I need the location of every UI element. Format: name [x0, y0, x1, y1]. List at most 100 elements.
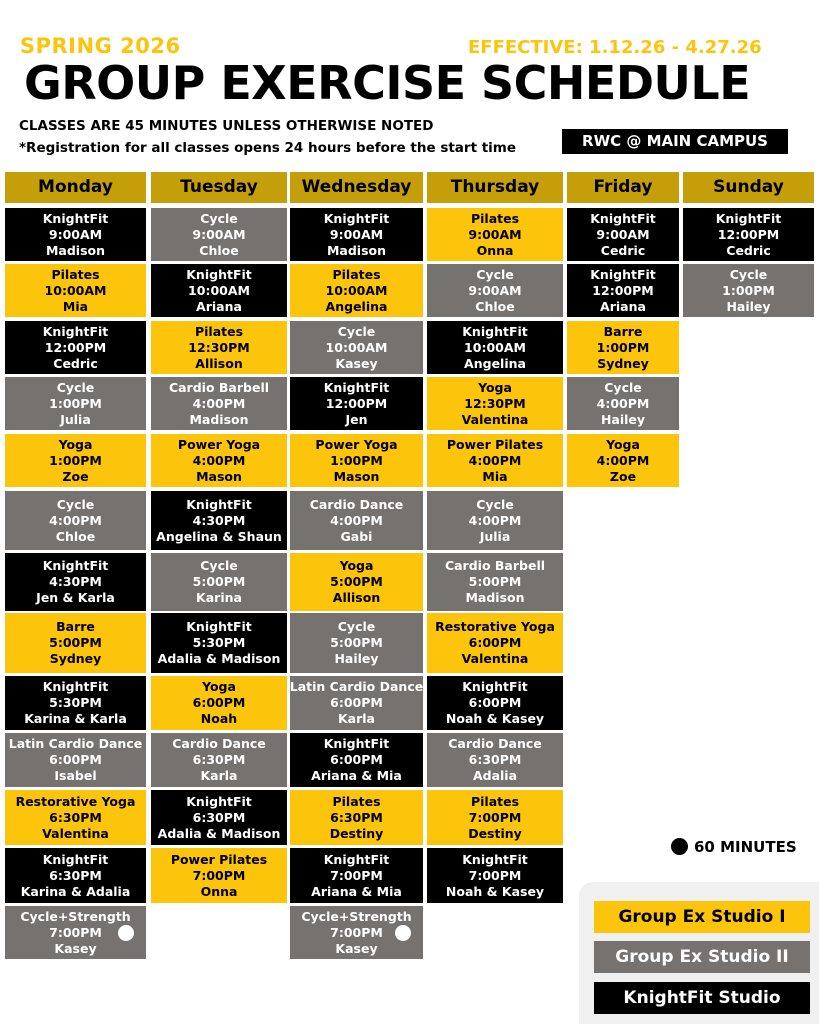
class-name: Cardio Barbell	[444, 558, 546, 573]
class-time: 7:00PM	[192, 867, 246, 883]
class-instructor: Hailey	[334, 651, 379, 666]
class-instructor: Karina	[196, 590, 242, 605]
class-name: Cycle+Strength	[20, 908, 131, 924]
class-time: 1:00PM	[596, 339, 650, 355]
effective-dates: EFFECTIVE: 1.12.26 - 4.27.26	[468, 37, 762, 58]
sixty-minute-dot-icon	[671, 838, 688, 855]
class-cell: Yoga 12:30PM Valentina	[427, 377, 563, 430]
class-time: 9:00AM	[329, 226, 384, 242]
class-cell: Latin Cardio Dance 6:00PM Karla	[290, 676, 423, 730]
class-instructor: Gabi	[340, 528, 373, 544]
page-title: GROUP EXERCISE SCHEDULE	[24, 56, 751, 110]
class-time: 7:00PM	[330, 924, 383, 940]
class-name: Power Pilates	[170, 851, 268, 867]
class-instructor: Karla	[200, 768, 238, 783]
sixty-minute-dot-icon	[118, 924, 134, 941]
class-name: KnightFit	[186, 619, 252, 634]
class-instructor: Jen & Karla	[36, 590, 115, 605]
class-cell: KnightFit 9:00AM Madison	[5, 208, 146, 261]
class-cell: Cycle 4:00PM Julia	[427, 491, 563, 550]
class-time: 10:00AM	[188, 282, 250, 298]
class-instructor: Hailey	[726, 298, 771, 314]
class-time: 12:30PM	[464, 395, 526, 411]
class-name: Latin Cardio Dance	[289, 679, 424, 694]
class-name: Pilates	[470, 793, 520, 809]
class-time: 7:00PM	[330, 867, 383, 883]
class-cell: KnightFit 7:00PM Noah & Kasey	[427, 848, 563, 903]
class-instructor: Isabel	[54, 768, 97, 783]
class-time: 5:00PM	[330, 635, 383, 650]
class-instructor: Madison	[45, 242, 106, 258]
class-time: 9:00AM	[468, 226, 522, 242]
class-time: 5:00PM	[330, 574, 383, 589]
class-name: Cardio Barbell	[168, 379, 270, 395]
class-cell: Cardio Dance 6:30PM Adalia	[427, 733, 563, 787]
class-name: Pilates	[332, 266, 381, 282]
class-name: Cycle	[337, 323, 376, 339]
class-name: KnightFit	[42, 851, 109, 867]
class-name: KnightFit	[186, 496, 252, 512]
class-instructor: Noah	[200, 711, 238, 726]
class-instructor: Kasey	[335, 940, 378, 956]
class-instructor: Destiny	[329, 825, 384, 841]
class-instructor: Karina & Karla	[24, 711, 127, 726]
class-instructor: Adalia & Madison	[157, 825, 281, 841]
class-instructor: Chloe	[55, 528, 96, 544]
class-instructor: Valentina	[461, 411, 529, 427]
class-time: 5:00PM	[192, 574, 246, 589]
class-instructor: Hailey	[600, 411, 646, 427]
class-instructor: Sydney	[597, 355, 649, 371]
class-name: Cycle	[604, 379, 642, 395]
duration-note: CLASSES ARE 45 MINUTES UNLESS OTHERWISE …	[19, 118, 434, 134]
class-name: Cardio Dance	[172, 736, 266, 751]
class-cell: Pilates 10:00AM Angelina	[290, 264, 423, 317]
class-time: 6:30PM	[192, 809, 246, 825]
class-time: 5:30PM	[49, 695, 102, 710]
class-name: Cycle	[729, 266, 768, 282]
class-instructor: Chloe	[199, 242, 239, 258]
class-cell: KnightFit 7:00PM Ariana & Mia	[290, 848, 423, 903]
class-instructor: Zoe	[609, 468, 637, 484]
class-name: KnightFit	[323, 210, 390, 226]
class-cell: Power Pilates 7:00PM Onna	[151, 848, 287, 903]
class-name: Barre	[603, 323, 643, 339]
class-instructor: Madison	[465, 590, 525, 605]
class-instructor: Madison	[326, 242, 387, 258]
class-name: KnightFit	[462, 323, 528, 339]
class-cell: Cycle 4:00PM Hailey	[567, 377, 679, 430]
class-cell: Pilates 10:00AM Mia	[5, 264, 146, 317]
class-time: 4:00PM	[596, 395, 650, 411]
class-cell: Cycle 5:00PM Karina	[151, 553, 287, 611]
class-instructor: Julia	[479, 528, 511, 544]
class-cell: KnightFit 6:30PM Karina & Adalia	[5, 848, 146, 903]
registration-note: *Registration for all classes opens 24 h…	[19, 140, 517, 156]
class-cell: Yoga 6:00PM Noah	[151, 676, 287, 730]
class-instructor: Allison	[332, 590, 381, 605]
class-time: 12:00PM	[325, 395, 388, 411]
class-instructor: Karina & Adalia	[20, 883, 131, 899]
class-cell: Power Yoga 1:00PM Mason	[290, 434, 423, 487]
class-cell: KnightFit 4:30PM Jen & Karla	[5, 553, 146, 611]
class-name: Pilates	[332, 793, 381, 809]
day-header-wednesday: Wednesday	[290, 172, 423, 203]
class-cell: Cardio Dance 6:30PM Karla	[151, 733, 287, 787]
class-cell: Pilates 6:30PM Destiny	[290, 790, 423, 845]
class-name: KnightFit	[590, 266, 656, 282]
class-instructor: Ariana & Mia	[311, 768, 402, 783]
class-cell: KnightFit 4:30PM Angelina & Shaun	[151, 491, 287, 550]
class-name: KnightFit	[186, 793, 252, 809]
class-cell: Latin Cardio Dance 6:00PM Isabel	[5, 733, 146, 787]
class-time: 6:30PM	[49, 809, 102, 825]
class-cell: KnightFit 12:00PM Ariana	[567, 264, 679, 317]
class-name: Power Yoga	[177, 436, 261, 452]
class-instructor: Kasey	[54, 940, 97, 956]
class-instructor: Onna	[200, 883, 238, 899]
class-name: Yoga	[339, 558, 374, 573]
class-name: Pilates	[51, 266, 100, 282]
class-cell: Pilates 7:00PM Destiny	[427, 790, 563, 845]
campus-badge: RWC @ MAIN CAMPUS	[562, 129, 788, 154]
class-cell: KnightFit 9:00AM Cedric	[567, 208, 679, 261]
class-instructor: Zoe	[62, 468, 89, 484]
class-instructor: Noah & Kasey	[445, 711, 545, 726]
class-instructor: Chloe	[475, 298, 515, 314]
